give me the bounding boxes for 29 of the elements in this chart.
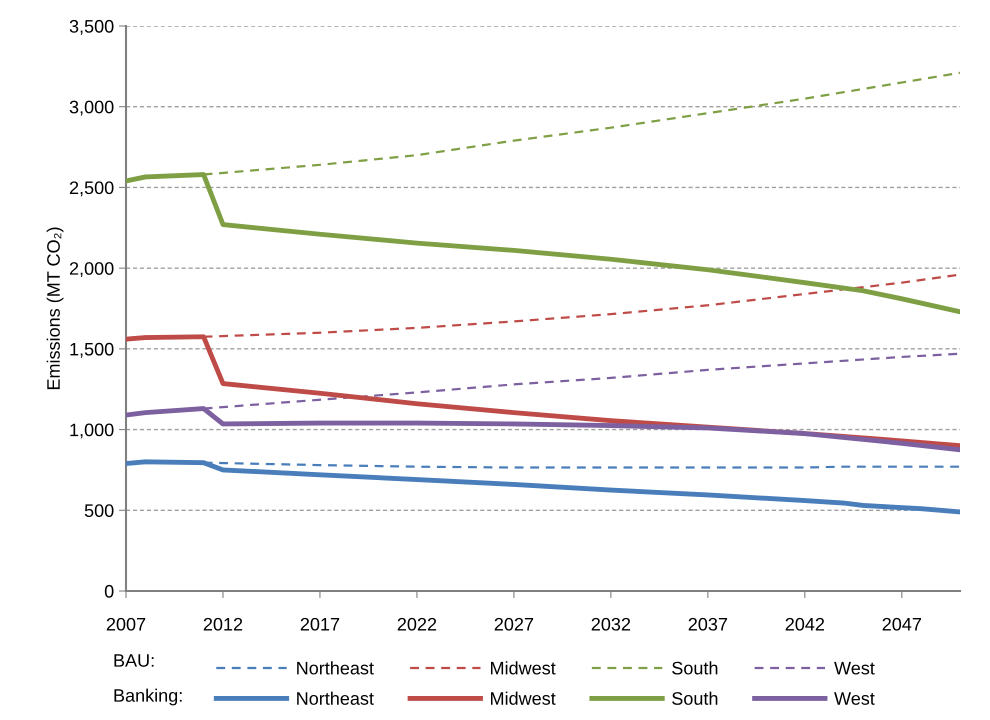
x-tick-label: 2012 xyxy=(204,618,242,631)
y-axis-title: Emissions (MT CO₂) xyxy=(46,228,64,390)
x-tick-label: 2007 xyxy=(106,618,146,631)
legend-label: Northeast xyxy=(297,661,374,675)
y-tick-label: 3,000 xyxy=(70,100,114,116)
y-tick-label: 500 xyxy=(84,504,114,518)
legend-label: South xyxy=(672,661,718,675)
legend-label: Midwest xyxy=(491,661,556,675)
x-tick-label: 2027 xyxy=(494,618,534,631)
y-tick-label: 2,500 xyxy=(70,181,114,196)
text: Banking: xyxy=(114,688,182,706)
legend-label: South xyxy=(672,692,718,705)
legend-label: Northeast xyxy=(297,692,374,705)
y-tick-label: 2,000 xyxy=(70,262,114,277)
y-tick-label: 1,000 xyxy=(70,424,114,438)
y-tick-label: 1,500 xyxy=(70,342,114,358)
legend-label: West xyxy=(834,662,875,675)
line-series xyxy=(126,459,960,514)
x-tick-label: 2037 xyxy=(688,618,728,631)
y-tick-label: 0 xyxy=(104,584,114,598)
y-tick-label: 3,500 xyxy=(70,20,114,35)
x-tick-label: 2047 xyxy=(882,618,921,631)
x-tick-label: 2042 xyxy=(786,618,824,631)
x-tick-label: 2022 xyxy=(398,618,436,631)
x-tick-label: 2032 xyxy=(592,618,630,631)
legend-label: Midwest xyxy=(491,692,556,705)
text: BAU: xyxy=(114,654,154,667)
x-tick-label: 2017 xyxy=(300,618,340,631)
legend-label: West xyxy=(834,692,875,705)
